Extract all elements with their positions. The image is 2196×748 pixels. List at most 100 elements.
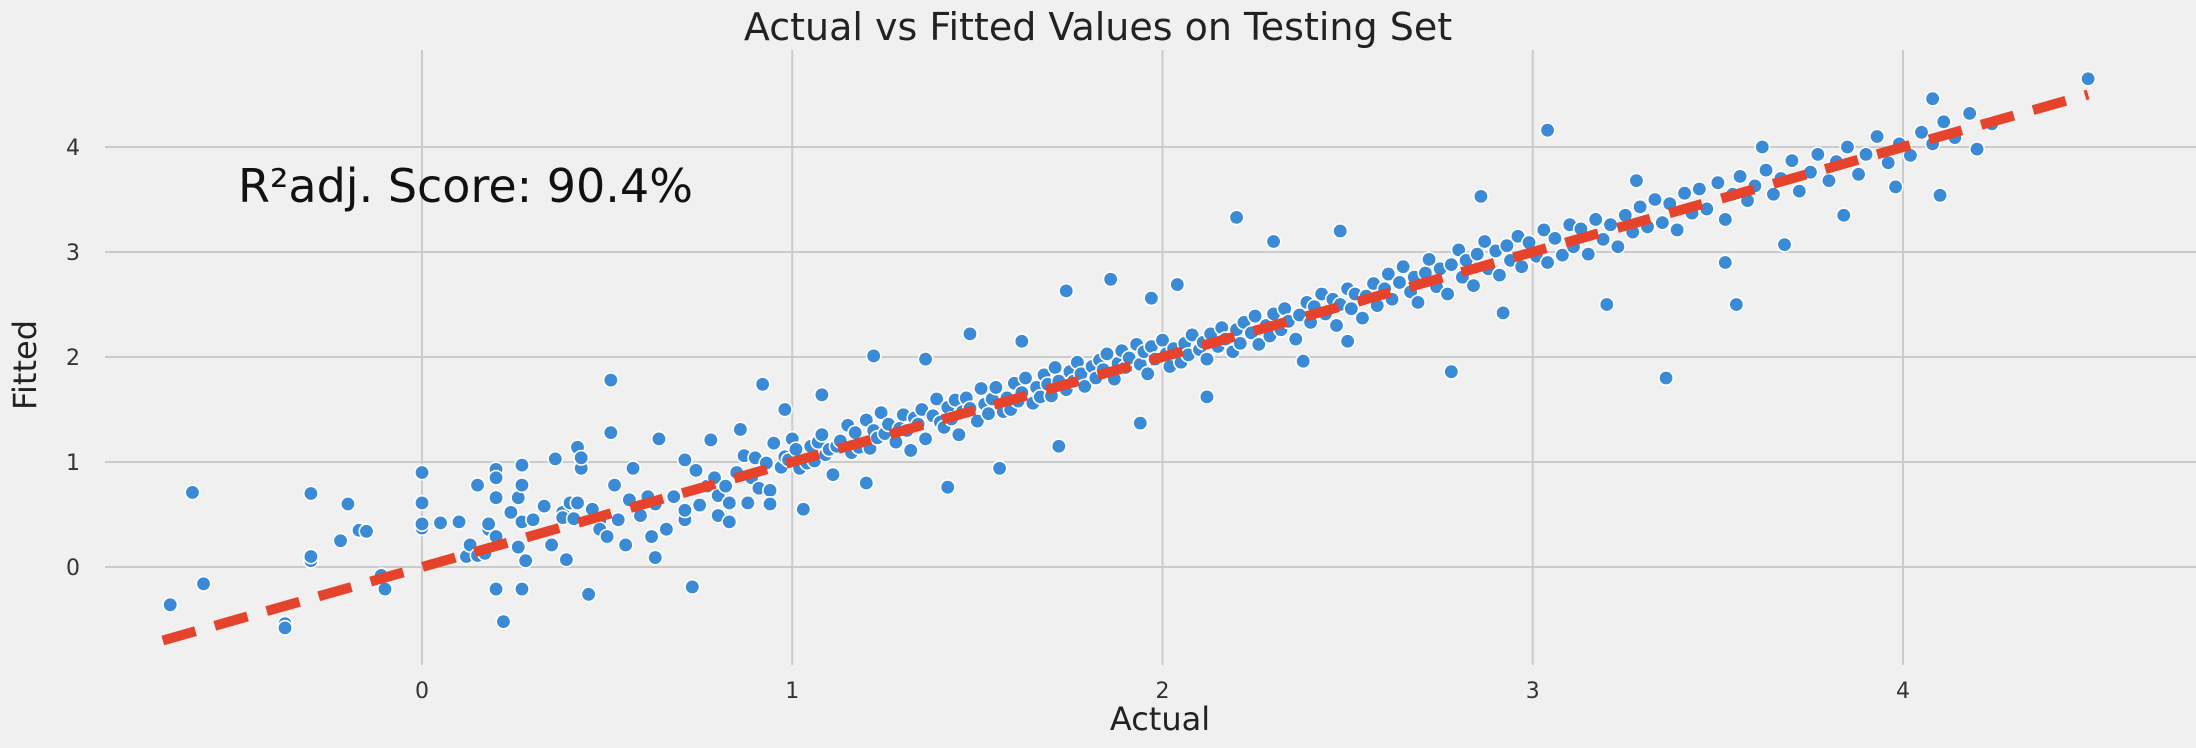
data-point xyxy=(961,325,978,342)
data-point xyxy=(488,469,505,486)
data-point xyxy=(432,514,449,531)
data-point xyxy=(495,613,512,630)
data-point xyxy=(1646,191,1663,208)
y-tick-label: 2 xyxy=(66,346,80,371)
data-point xyxy=(1809,146,1826,163)
data-point xyxy=(1758,162,1775,179)
r2-score-annotation: R²adj. Score: 90.4% xyxy=(238,159,693,213)
data-point xyxy=(813,426,830,443)
data-point xyxy=(647,549,664,566)
data-point xyxy=(610,511,627,528)
data-point xyxy=(1250,336,1267,353)
data-point xyxy=(451,513,468,530)
data-point xyxy=(1932,187,1949,204)
data-point xyxy=(1628,172,1645,189)
data-point xyxy=(1691,181,1708,198)
data-point xyxy=(1232,335,1249,352)
x-tick-label: 2 xyxy=(1156,679,1170,704)
data-point xyxy=(1102,271,1119,288)
data-point xyxy=(684,578,701,595)
data-point xyxy=(1835,207,1852,224)
data-point xyxy=(1295,353,1312,370)
data-point xyxy=(1857,146,1874,163)
data-point xyxy=(762,495,779,512)
data-point xyxy=(991,460,1008,477)
data-point xyxy=(1098,345,1115,362)
data-point xyxy=(1391,274,1408,291)
data-point xyxy=(339,495,356,512)
data-point xyxy=(1354,310,1371,327)
data-point xyxy=(573,449,590,466)
data-point xyxy=(302,548,319,565)
data-point xyxy=(513,581,530,598)
data-point xyxy=(1913,124,1930,141)
data-point xyxy=(277,619,294,636)
data-point xyxy=(928,390,945,407)
y-tick-labels: 0 1 2 3 4 xyxy=(66,136,80,581)
data-point xyxy=(1184,326,1201,343)
data-point xyxy=(1439,285,1456,302)
data-point xyxy=(1495,304,1512,321)
data-point xyxy=(754,376,771,393)
data-point xyxy=(513,457,530,474)
data-point xyxy=(732,421,749,438)
x-tick-label: 1 xyxy=(785,679,799,704)
data-point xyxy=(1465,277,1482,294)
data-point xyxy=(358,523,375,540)
data-point xyxy=(413,464,430,481)
data-point xyxy=(1609,238,1626,255)
data-point xyxy=(1776,236,1793,253)
data-point xyxy=(1783,152,1800,169)
data-point xyxy=(625,460,642,477)
data-point xyxy=(302,485,319,502)
data-point xyxy=(602,372,619,389)
data-point xyxy=(1887,178,1904,195)
data-point xyxy=(1247,308,1264,325)
data-point xyxy=(676,451,693,468)
data-point xyxy=(987,379,1004,396)
data-point xyxy=(1169,276,1186,293)
data-point xyxy=(547,450,564,467)
data-point xyxy=(1669,221,1686,238)
data-point xyxy=(599,528,616,545)
x-tick-label: 4 xyxy=(1896,679,1910,704)
data-point xyxy=(813,386,830,403)
data-point xyxy=(765,435,782,452)
data-point xyxy=(1058,282,1075,299)
data-point xyxy=(1754,139,1771,156)
data-point xyxy=(721,513,738,530)
data-point xyxy=(1380,266,1397,283)
data-point xyxy=(1472,188,1489,205)
data-point xyxy=(488,581,505,598)
data-point xyxy=(488,489,505,506)
data-point xyxy=(1332,223,1349,240)
data-point xyxy=(643,528,660,545)
data-points xyxy=(162,70,2097,636)
data-point xyxy=(1580,246,1597,263)
data-point xyxy=(1732,168,1749,185)
fitted-reference-line xyxy=(161,89,2090,646)
data-point xyxy=(676,502,693,519)
data-point xyxy=(1539,122,1556,139)
data-point xyxy=(658,521,675,538)
data-point xyxy=(1765,186,1782,203)
data-point xyxy=(969,413,986,430)
chart-title: Actual vs Fitted Values on Testing Set xyxy=(744,5,1452,49)
data-point xyxy=(606,477,623,494)
y-tick-label: 3 xyxy=(66,241,80,266)
data-point xyxy=(1498,237,1515,254)
data-point xyxy=(513,477,530,494)
data-point xyxy=(980,405,997,422)
data-point xyxy=(1709,174,1726,191)
data-point xyxy=(558,551,575,568)
data-point xyxy=(1869,128,1886,145)
data-point xyxy=(1935,113,1952,130)
data-point xyxy=(1839,139,1856,156)
data-point xyxy=(1850,166,1867,183)
data-point xyxy=(1469,246,1486,263)
data-point xyxy=(721,494,738,511)
data-point xyxy=(1717,254,1734,271)
data-point xyxy=(162,596,179,613)
data-point xyxy=(917,430,934,447)
